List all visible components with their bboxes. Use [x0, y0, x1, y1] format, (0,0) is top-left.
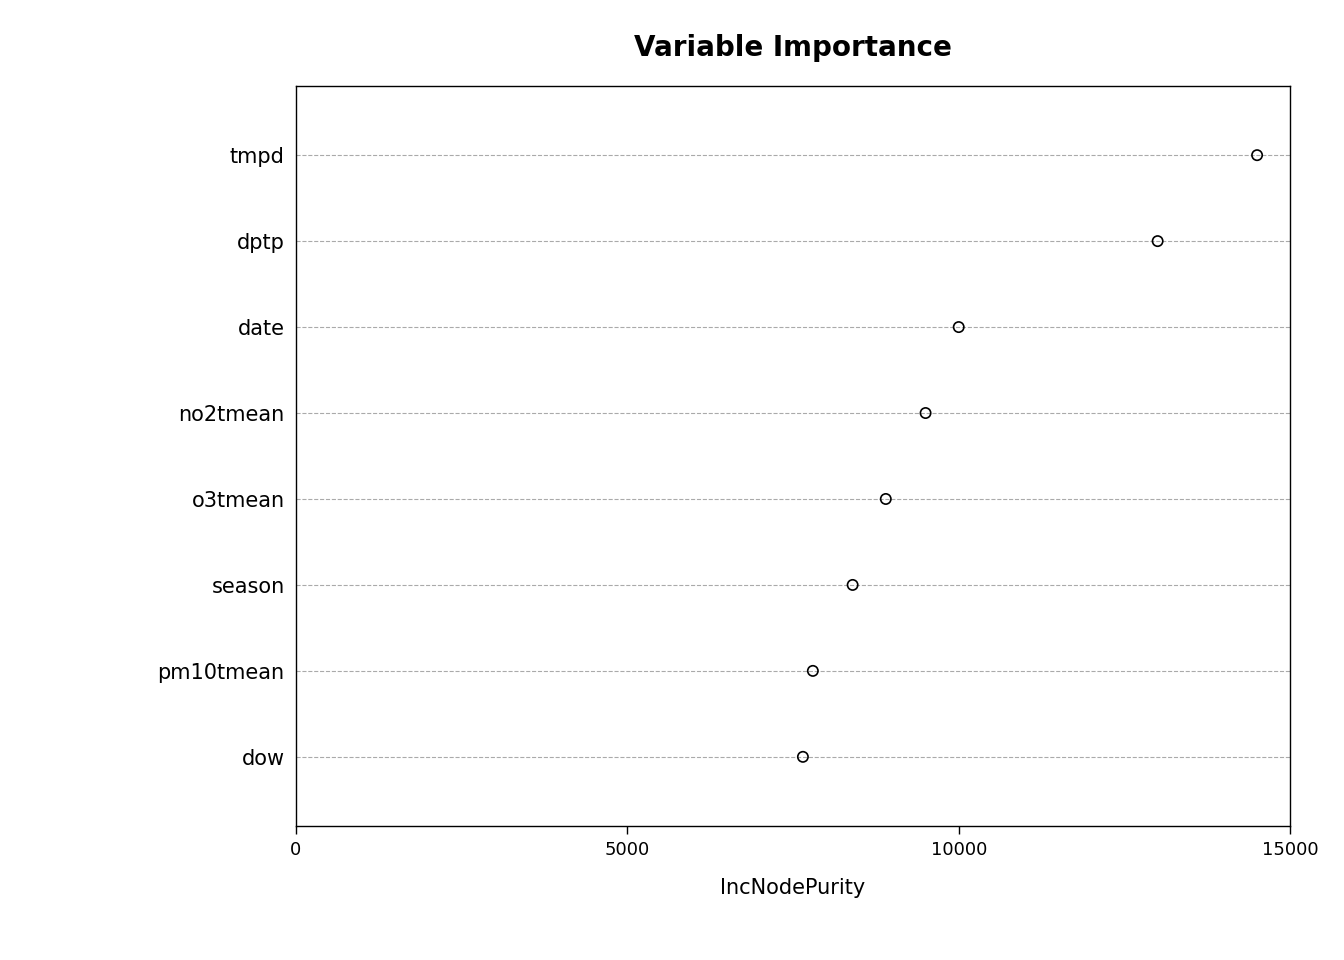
Title: Variable Importance: Variable Importance [634, 34, 952, 61]
Point [875, 492, 896, 507]
Point [1146, 233, 1168, 249]
Point [948, 320, 969, 335]
X-axis label: IncNodePurity: IncNodePurity [720, 878, 866, 899]
Point [802, 663, 824, 679]
Point [915, 405, 937, 420]
Point [792, 749, 813, 764]
Point [1246, 148, 1267, 163]
Point [841, 577, 863, 592]
